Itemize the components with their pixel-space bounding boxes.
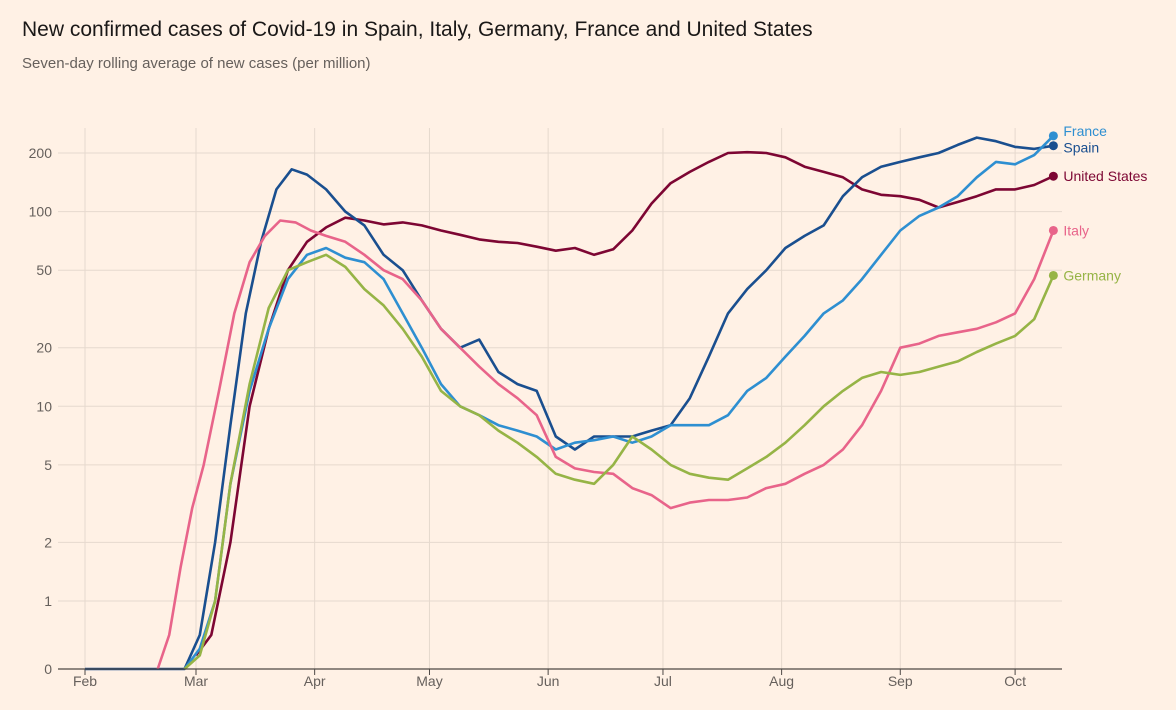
x-tick-label: Oct xyxy=(1004,673,1026,689)
series-label: Italy xyxy=(1063,222,1089,238)
y-tick-label: 1 xyxy=(44,593,52,609)
y-tick-label: 5 xyxy=(44,457,52,473)
series-line-france xyxy=(183,134,1055,670)
y-tick-label: 20 xyxy=(36,340,52,356)
series-label: Spain xyxy=(1063,140,1099,156)
series-label: Germany xyxy=(1063,267,1121,283)
y-tick-label: 200 xyxy=(29,145,53,161)
series-line-spain xyxy=(85,136,1054,671)
x-tick-label: Feb xyxy=(73,673,97,689)
series-end-marker xyxy=(1048,225,1058,235)
series-line-italy xyxy=(156,219,1055,670)
series-end-marker xyxy=(1048,141,1058,151)
y-axis-ticks: 0 1 2 5 10 20 50 100 200 xyxy=(29,145,53,677)
y-tick-label: 50 xyxy=(36,262,52,278)
series-line-germany xyxy=(183,253,1055,670)
chart-title: New confirmed cases of Covid-19 in Spain… xyxy=(22,18,813,41)
x-tick-label: Sep xyxy=(888,673,913,689)
x-tick-label: Mar xyxy=(184,673,208,689)
x-axis-ticks: Feb Mar Apr May Jun Jul Aug Sep Oct xyxy=(73,669,1026,689)
y-tick-label: 100 xyxy=(29,204,53,220)
x-tick-label: Aug xyxy=(769,673,794,689)
series-line-united-states xyxy=(194,150,1054,657)
x-tick-label: May xyxy=(416,673,442,689)
y-tick-label: 2 xyxy=(44,534,52,550)
series-end-marker xyxy=(1048,131,1058,141)
y-tick-label: 10 xyxy=(36,398,52,414)
series-end-marker xyxy=(1048,171,1058,181)
series-end-marker xyxy=(1048,270,1058,280)
x-tick-label: Jun xyxy=(537,673,560,689)
series-lines xyxy=(85,134,1055,671)
y-tick-label: 0 xyxy=(44,661,52,677)
x-tick-label: Jul xyxy=(654,673,672,689)
series-label: United States xyxy=(1063,168,1147,184)
series-label: France xyxy=(1063,123,1107,139)
chart-subtitle: Seven-day rolling average of new cases (… xyxy=(22,55,371,72)
x-tick-label: Apr xyxy=(304,673,326,689)
